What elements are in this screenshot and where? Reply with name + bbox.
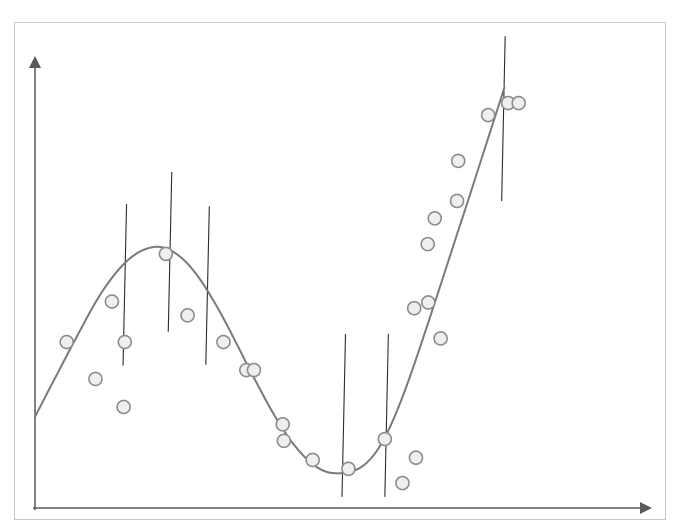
vertical-line-5 [384, 333, 389, 497]
vertical-lines [122, 36, 506, 497]
data-point-5 [116, 399, 131, 415]
chart-frame [14, 22, 666, 520]
fit-curve [34, 86, 506, 475]
data-point-14 [341, 461, 356, 477]
data-point-20 [420, 295, 436, 310]
data-point-18 [406, 300, 422, 316]
fit-curve-layer [34, 86, 506, 475]
vertical-line-3 [205, 206, 210, 365]
vertical-line-6 [501, 36, 506, 201]
data-point-2 [88, 371, 103, 387]
axes [29, 56, 652, 514]
data-point-13 [305, 452, 320, 468]
data-point-15 [377, 431, 393, 447]
data-points [59, 95, 526, 491]
data-point-10 [246, 362, 262, 378]
data-point-7 [180, 308, 195, 323]
data-point-24 [450, 153, 466, 169]
data-point-8 [216, 334, 231, 350]
data-point-6 [158, 246, 174, 262]
data-point-1 [59, 334, 74, 350]
data-point-19 [420, 236, 436, 252]
data-point-4 [117, 334, 133, 350]
data-point-12 [276, 433, 292, 449]
data-point-17 [408, 450, 424, 466]
data-point-25 [480, 107, 496, 123]
data-point-21 [427, 211, 443, 226]
data-point-16 [395, 475, 410, 491]
data-point-3 [104, 294, 120, 309]
data-point-23 [449, 193, 465, 209]
data-point-11 [275, 417, 291, 432]
data-point-22 [433, 331, 448, 346]
data-point-27 [511, 95, 526, 111]
